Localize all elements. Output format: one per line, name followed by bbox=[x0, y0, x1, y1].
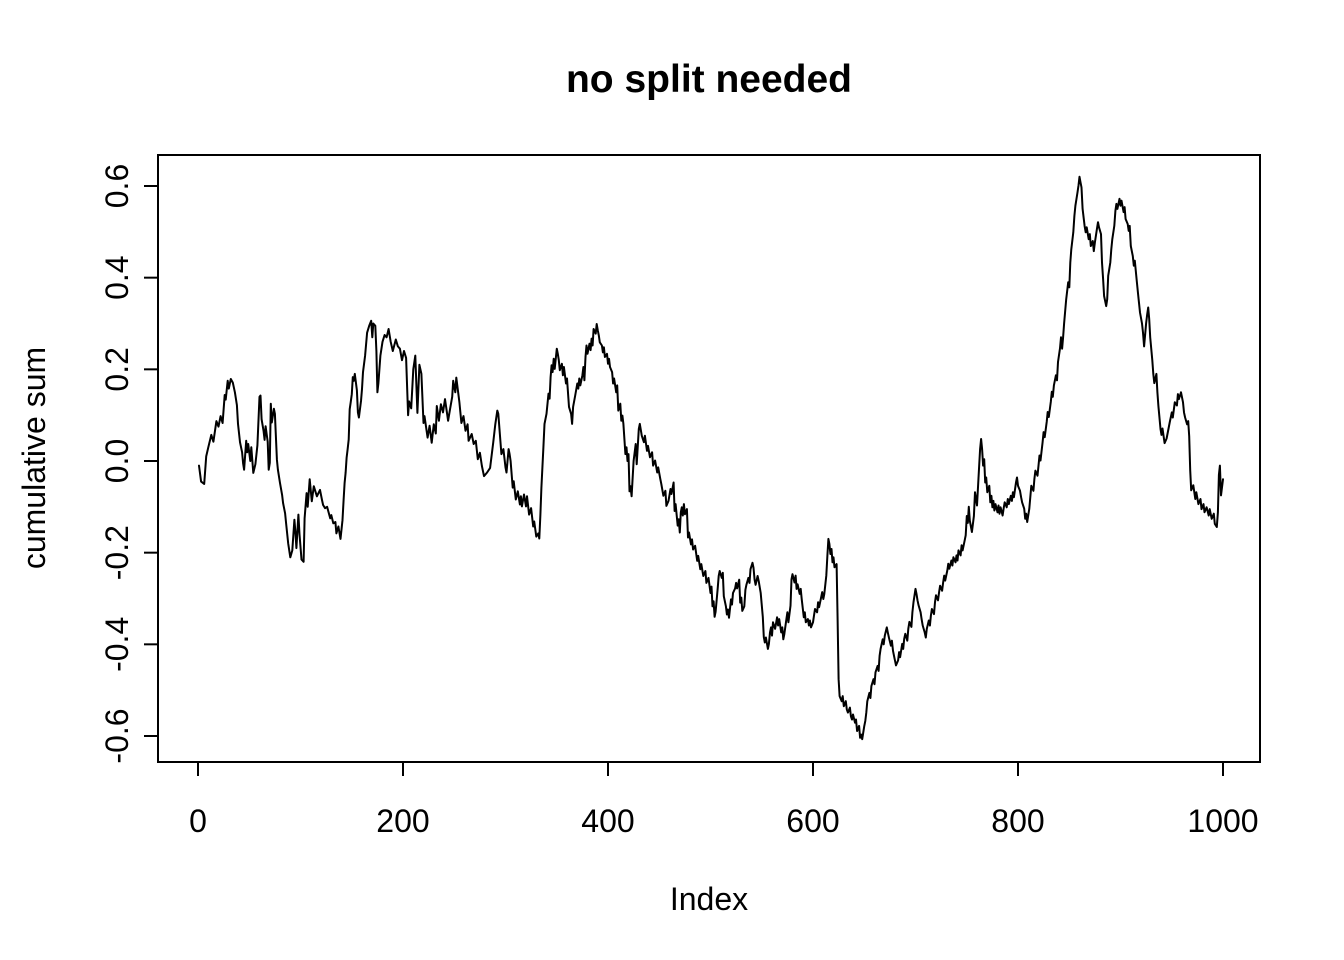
x-axis: 0 200 400 600 800 1000 bbox=[189, 762, 1259, 839]
cumulative-sum-series-line bbox=[198, 175, 1224, 741]
x-tick-label: 1000 bbox=[1187, 803, 1258, 839]
y-tick-label: -0.2 bbox=[99, 525, 135, 580]
x-axis-title: Index bbox=[670, 881, 748, 917]
plot-box bbox=[157, 154, 1261, 763]
y-tick-label: -0.6 bbox=[99, 708, 135, 763]
y-axis: -0.6 -0.4 -0.2 0.0 0.2 0.4 0.6 bbox=[99, 164, 158, 764]
x-tick-label: 400 bbox=[581, 803, 634, 839]
x-tick-label: 600 bbox=[786, 803, 839, 839]
y-tick-label: 0.6 bbox=[99, 164, 135, 208]
y-tick-label: 0.4 bbox=[99, 255, 135, 299]
x-tick-label: 800 bbox=[991, 803, 1044, 839]
x-tick-label: 200 bbox=[376, 803, 429, 839]
y-tick-label: 0.0 bbox=[99, 439, 135, 483]
y-tick-label: 0.2 bbox=[99, 347, 135, 391]
x-tick-label: 0 bbox=[189, 803, 207, 839]
chart-title: no split needed bbox=[566, 58, 852, 101]
y-tick-label: -0.4 bbox=[99, 617, 135, 672]
y-axis-title: cumulative sum bbox=[16, 347, 52, 569]
